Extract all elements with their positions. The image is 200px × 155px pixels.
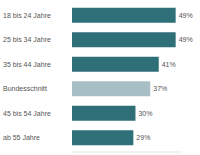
bar [72,81,150,96]
chart-svg: 18 bis 24 Jahre 49% 25 bis 34 Jahre 49% 35 b… [0,0,200,155]
bar [72,106,135,121]
data-label: 49% [179,12,193,19]
category-label: ab 55 Jahre [3,134,40,141]
labels: 18 bis 24 Jahre 49% 25 bis 34 Jahre 49% 35 b… [3,12,193,142]
category-label: 18 bis 24 Jahre [3,12,51,19]
bars [72,8,176,146]
chart-container: 18 bis 24 Jahre 49% 25 bis 34 Jahre 49% 35 b… [0,0,200,155]
x-axis-line [72,152,182,153]
category-label: 45 bis 54 Jahre [3,110,51,117]
category-label: Bundesschnitt [3,85,47,92]
bar [72,8,176,23]
data-label: 29% [136,134,150,141]
data-label: 49% [179,36,193,43]
category-label: 25 bis 34 Jahre [3,36,51,43]
bar [72,32,176,47]
bar [72,57,159,72]
data-label: 30% [138,110,152,117]
data-label: 37% [153,85,167,92]
bar [72,130,133,145]
data-label: 41% [162,61,176,68]
category-label: 35 bis 44 Jahre [3,61,51,68]
